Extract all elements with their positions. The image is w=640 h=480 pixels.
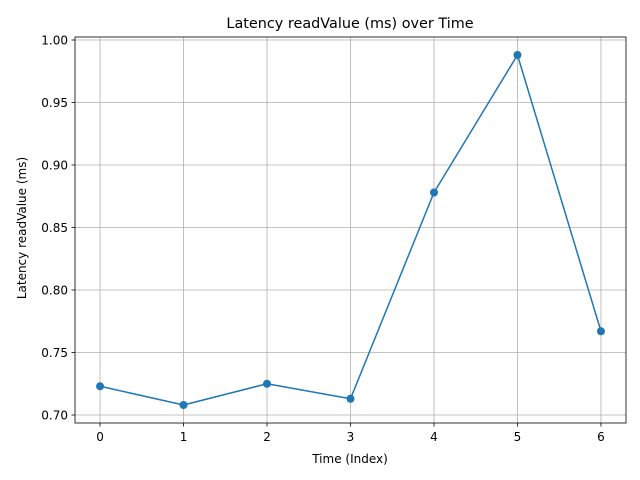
y-tick-label: 0.75 — [41, 346, 68, 360]
data-point — [96, 382, 105, 391]
data-point — [346, 394, 355, 403]
grid-lines — [75, 37, 626, 423]
axis-ticks: 0 1 2 3 4 5 6 0.70 0.75 0.80 0.85 0.90 0.95 1.00 — [41, 34, 604, 445]
plot-frame — [74, 36, 627, 424]
y-tick-label: 0.80 — [41, 284, 68, 298]
y-tick-label: 0.90 — [41, 159, 68, 173]
x-tick-label: 0 — [96, 430, 104, 444]
data-series — [96, 51, 605, 409]
x-tick-label: 3 — [347, 430, 355, 444]
x-tick-label: 1 — [180, 430, 188, 444]
chart-title: Latency readValue (ms) over Time — [226, 16, 473, 32]
data-point — [596, 327, 605, 336]
x-axis-label: Time (Index) — [311, 452, 388, 466]
data-point — [429, 188, 438, 197]
x-tick-label: 2 — [263, 430, 271, 444]
data-point — [179, 401, 188, 409]
y-axis-label: Latency readValue (ms) — [15, 157, 29, 299]
y-tick-label: 1.00 — [41, 34, 68, 48]
x-tick-label: 6 — [597, 430, 605, 444]
data-point — [263, 379, 272, 388]
y-tick-label: 0.95 — [41, 96, 68, 110]
x-tick-label: 5 — [514, 430, 522, 444]
data-point — [513, 51, 522, 59]
y-tick-label: 0.85 — [41, 221, 68, 235]
x-tick-label: 4 — [430, 430, 438, 444]
y-tick-label: 0.70 — [41, 409, 68, 423]
